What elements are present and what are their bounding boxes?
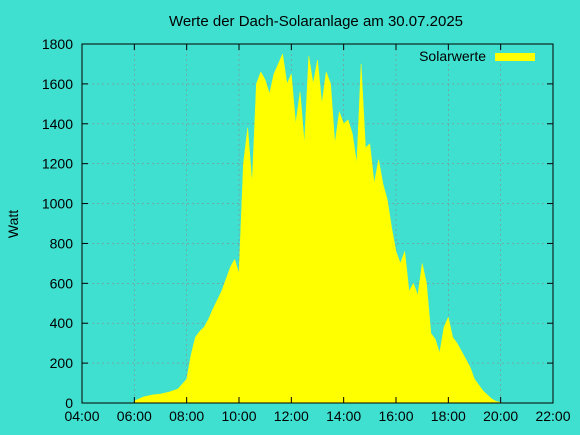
x-tick-label: 20:00 — [483, 408, 518, 424]
y-tick-label: 1000 — [42, 196, 73, 212]
y-tick-label: 1800 — [42, 36, 73, 52]
y-tick-label: 200 — [50, 355, 74, 371]
plot-frame — [81, 43, 554, 404]
chart-title: Werte der Dach-Solaranlage am 30.07.2025 — [169, 13, 463, 30]
x-axis-ticks: 04:00 06:00 08:00 10:00 12:00 14:00 16:00 18:00… — [64, 44, 571, 424]
x-tick-label: 14:00 — [326, 408, 361, 424]
series-area-solarwerte — [134, 53, 506, 404]
y-tick-label: 800 — [50, 235, 74, 251]
x-tick-label: 12:00 — [274, 408, 309, 424]
x-tick-label: 06:00 — [117, 408, 152, 424]
y-axis-ticks: 0 200 400 600 800 1000 1200 1400 1600 1800 — [42, 36, 553, 411]
legend-swatch — [495, 53, 535, 61]
y-axis-label: Watt — [5, 210, 21, 238]
y-tick-label: 600 — [50, 275, 74, 291]
y-tick-label: 1400 — [42, 116, 73, 132]
x-tick-label: 04:00 — [64, 408, 99, 424]
x-tick-label: 18:00 — [431, 408, 466, 424]
y-tick-label: 400 — [50, 315, 74, 331]
x-tick-label: 22:00 — [535, 408, 570, 424]
y-tick-label: 1200 — [42, 156, 73, 172]
x-tick-label: 08:00 — [169, 408, 204, 424]
legend-label: Solarwerte — [419, 48, 486, 64]
area-layer — [134, 53, 506, 404]
x-tick-label: 16:00 — [378, 408, 413, 424]
x-tick-label: 10:00 — [221, 408, 256, 424]
legend: Solarwerte — [419, 48, 535, 64]
y-tick-label: 0 — [65, 395, 73, 411]
y-tick-label: 1600 — [42, 76, 73, 92]
